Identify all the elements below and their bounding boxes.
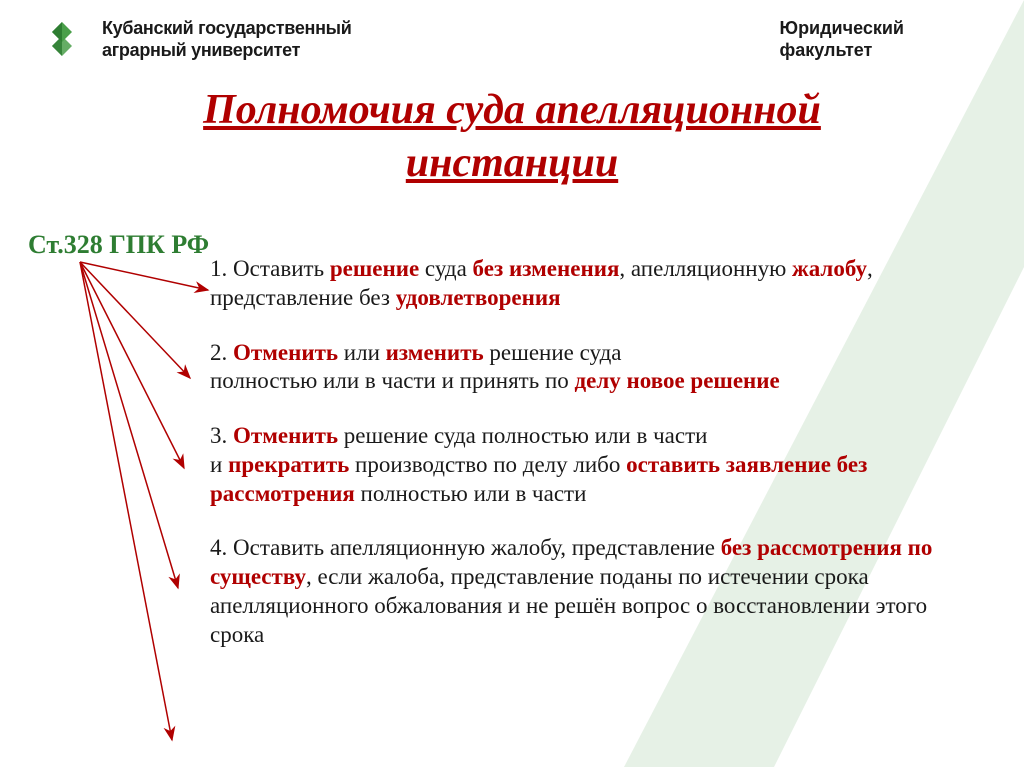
text-segment: прекратить	[228, 452, 349, 477]
text-segment: производство по делу либо	[349, 452, 626, 477]
article-reference: Ст.328 ГПК РФ	[28, 230, 209, 260]
text-segment: Отменить	[233, 340, 338, 365]
list-item: 3. Отменить решение суда полностью или в…	[210, 422, 970, 508]
text-segment: 1. Оставить	[210, 256, 330, 281]
text-segment: и	[210, 452, 228, 477]
list-item: 2. Отменить или изменить решение суда пол…	[210, 339, 970, 397]
text-segment: 3.	[210, 423, 233, 448]
university-name-line1: Кубанский государственный	[102, 18, 352, 38]
list-item: 1. Оставить решение суда без изменения, …	[210, 255, 970, 313]
faculty-name: Юридический факультет	[780, 18, 905, 61]
list-item: 4. Оставить апелляционную жалобу, предст…	[210, 534, 970, 649]
university-name-line2: аграрный университет	[102, 40, 352, 62]
text-segment: делу новое решение	[575, 368, 780, 393]
text-segment: полностью или в части и принять по	[210, 368, 575, 393]
text-segment: решение суда	[484, 340, 622, 365]
faculty-line2: факультет	[780, 40, 905, 62]
text-segment: полностью или в части	[355, 481, 587, 506]
text-segment: изменить	[386, 340, 484, 365]
faculty-line1: Юридический	[780, 18, 905, 38]
slide-content: Кубанский государственный аграрный униве…	[0, 0, 1024, 189]
university-name: Кубанский государственный аграрный униве…	[102, 18, 352, 61]
text-segment: удовлетворения	[396, 285, 561, 310]
text-segment: решение	[330, 256, 419, 281]
header: Кубанский государственный аграрный униве…	[0, 0, 1024, 72]
text-segment: или	[338, 340, 386, 365]
text-segment: 2.	[210, 340, 233, 365]
text-segment: жалобу	[792, 256, 867, 281]
slide-title: Полномочия суда апелляционной инстанции	[0, 84, 1024, 189]
title-line1: Полномочия суда апелляционной	[203, 87, 821, 133]
items-list: 1. Оставить решение суда без изменения, …	[210, 255, 970, 675]
text-segment: , если жалоба, представление поданы по и…	[210, 564, 927, 647]
text-segment: без изменения	[473, 256, 620, 281]
text-segment: , апелляционную	[619, 256, 792, 281]
text-segment: 4. Оставить апелляционную жалобу, предст…	[210, 535, 721, 560]
university-logo-icon	[40, 18, 84, 62]
title-line2: инстанции	[406, 140, 618, 186]
text-segment: Отменить	[233, 423, 338, 448]
text-segment: суда	[419, 256, 472, 281]
text-segment: решение суда полностью или в части	[338, 423, 707, 448]
